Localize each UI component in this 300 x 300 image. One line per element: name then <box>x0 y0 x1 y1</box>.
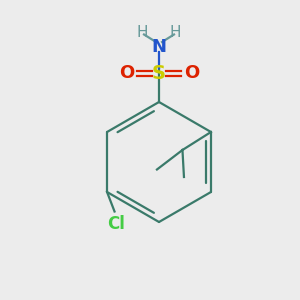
Text: Cl: Cl <box>107 215 125 233</box>
Text: S: S <box>152 64 166 83</box>
Text: N: N <box>152 38 166 56</box>
Text: O: O <box>184 64 199 82</box>
Text: H: H <box>170 25 181 40</box>
Text: H: H <box>137 25 148 40</box>
Text: O: O <box>119 64 134 82</box>
